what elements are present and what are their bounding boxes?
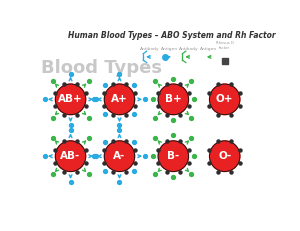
Text: Antigen: Antigen [200, 47, 217, 52]
Circle shape [56, 141, 86, 171]
Circle shape [158, 141, 188, 171]
Text: Antibody: Antibody [179, 47, 199, 52]
Text: Antibody: Antibody [140, 47, 160, 52]
Text: A+: A+ [111, 94, 128, 104]
Circle shape [104, 141, 135, 171]
Text: Human Blood Types – ABO System and Rh Factor: Human Blood Types – ABO System and Rh Fa… [68, 31, 276, 40]
Text: Rhesus D
factor: Rhesus D factor [216, 41, 234, 50]
Circle shape [210, 84, 240, 115]
Circle shape [104, 84, 135, 115]
Circle shape [158, 84, 188, 115]
Text: B+: B+ [165, 94, 182, 104]
Text: AB-: AB- [60, 151, 81, 161]
Circle shape [56, 84, 86, 115]
Text: AB+: AB+ [58, 94, 83, 104]
Text: Blood Types: Blood Types [41, 59, 162, 77]
Text: B-: B- [167, 151, 179, 161]
Text: Antigen: Antigen [161, 47, 178, 52]
Text: O+: O+ [216, 94, 233, 104]
Text: A-: A- [113, 151, 126, 161]
Circle shape [210, 141, 240, 171]
Text: O-: O- [218, 151, 231, 161]
